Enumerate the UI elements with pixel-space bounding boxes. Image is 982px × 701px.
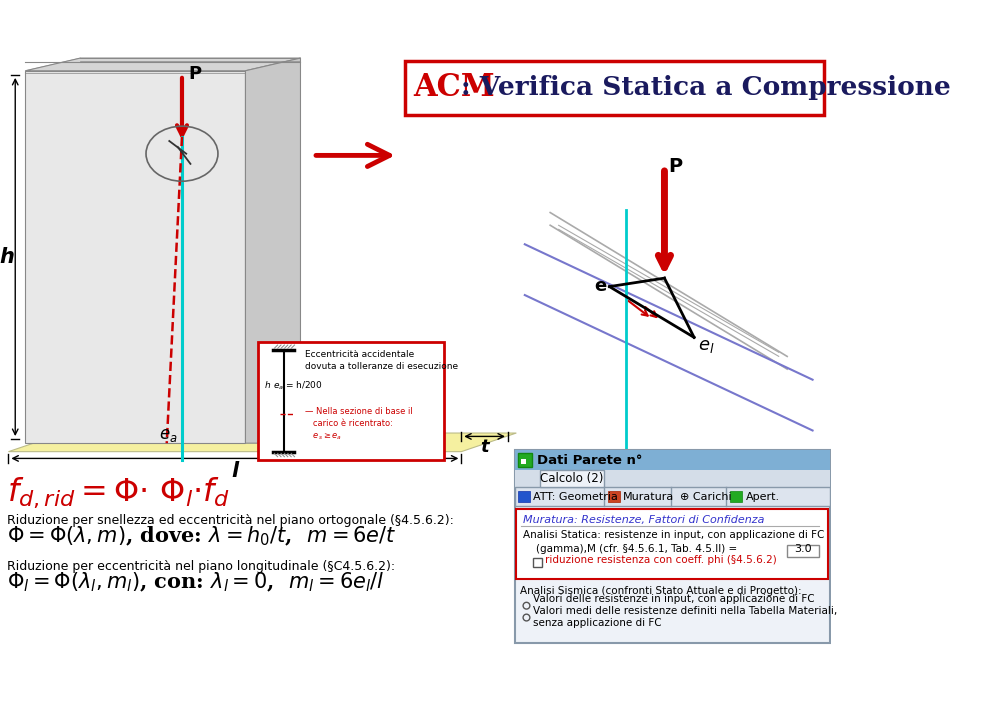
Bar bbox=[515, 470, 830, 487]
Polygon shape bbox=[9, 433, 517, 451]
Text: riduzione resistenza con coeff. phi (§4.5.6.2): riduzione resistenza con coeff. phi (§4.… bbox=[545, 555, 777, 566]
Text: Muratura: Resistenze, Fattori di Confidenza: Muratura: Resistenze, Fattori di Confide… bbox=[523, 515, 765, 525]
Bar bbox=[608, 491, 620, 503]
Polygon shape bbox=[26, 71, 246, 443]
Text: P: P bbox=[669, 157, 682, 177]
Text: $e_a$: $e_a$ bbox=[159, 426, 178, 444]
Bar bbox=[520, 459, 525, 464]
Text: senza applicazione di FC: senza applicazione di FC bbox=[533, 618, 662, 628]
Text: $\Phi_l=\Phi(\lambda_l,m_l)$, con: $\lambda_l=0$,  $m_l=6e_l/l$: $\Phi_l=\Phi(\lambda_l,m_l)$, con: $\lam… bbox=[7, 571, 384, 594]
Text: Valori medi delle resistenze definiti nella Tabella Materiali,: Valori medi delle resistenze definiti ne… bbox=[533, 606, 838, 616]
Bar bbox=[788, 545, 819, 557]
Text: $e_l$: $e_l$ bbox=[698, 337, 715, 355]
Text: : Verifica Statica a Compressione: : Verifica Statica a Compressione bbox=[462, 75, 951, 100]
Text: — Nella sezione di base il: — Nella sezione di base il bbox=[304, 407, 412, 416]
Text: $e_s \geq e_a$: $e_s \geq e_a$ bbox=[304, 432, 342, 442]
FancyBboxPatch shape bbox=[258, 341, 445, 460]
Text: Dati Parete n°: Dati Parete n° bbox=[536, 454, 642, 467]
Text: Analisi Sismica (confronti Stato Attuale e di Progetto):: Analisi Sismica (confronti Stato Attuale… bbox=[519, 586, 801, 596]
Text: h: h bbox=[265, 381, 271, 390]
Bar bbox=[515, 450, 830, 470]
Text: ⊕ Carichi: ⊕ Carichi bbox=[680, 491, 732, 501]
FancyBboxPatch shape bbox=[405, 60, 825, 115]
Bar bbox=[515, 487, 830, 506]
Bar bbox=[533, 558, 542, 567]
Text: Muratura: Muratura bbox=[623, 491, 675, 501]
Text: Analisi Statica: resistenze in input, con applicazione di FC: Analisi Statica: resistenze in input, co… bbox=[523, 530, 825, 540]
Text: t: t bbox=[480, 438, 488, 456]
Text: h: h bbox=[0, 247, 14, 267]
Bar bbox=[518, 454, 531, 467]
Text: ACM: ACM bbox=[413, 72, 495, 103]
Text: $f_{d,rid} = \Phi{\cdot}\ \Phi_l{\cdot}f_d$: $f_{d,rid} = \Phi{\cdot}\ \Phi_l{\cdot}f… bbox=[7, 475, 230, 510]
Polygon shape bbox=[246, 58, 300, 443]
Text: e: e bbox=[594, 277, 607, 295]
Text: dovuta a tolleranze di esecuzione: dovuta a tolleranze di esecuzione bbox=[304, 362, 458, 371]
Text: carico è ricentrato:: carico è ricentrato: bbox=[304, 419, 393, 428]
Text: Riduzione per snellezza ed eccentricità nel piano ortogonale (§4.5.6.2):: Riduzione per snellezza ed eccentricità … bbox=[7, 514, 454, 526]
Text: 3.0: 3.0 bbox=[794, 543, 812, 554]
Polygon shape bbox=[26, 58, 300, 71]
Text: $\Phi=\Phi(\lambda,m)$, dove: $\lambda=h_0/t$,  $m=6e/t$: $\Phi=\Phi(\lambda,m)$, dove: $\lambda=h… bbox=[7, 524, 397, 548]
Text: l: l bbox=[232, 461, 239, 481]
Text: Riduzione per eccentricità nel piano longitudinale (§C4.5.6.2):: Riduzione per eccentricità nel piano lon… bbox=[7, 560, 395, 573]
Bar bbox=[731, 491, 742, 503]
Text: Calcolo (2): Calcolo (2) bbox=[540, 472, 604, 485]
Text: (gamma),M (cfr. §4.5.6.1, Tab. 4.5.II) =: (gamma),M (cfr. §4.5.6.1, Tab. 4.5.II) = bbox=[523, 543, 737, 554]
Text: Eccentricità accidentale: Eccentricità accidentale bbox=[304, 350, 414, 359]
FancyBboxPatch shape bbox=[515, 450, 830, 643]
Bar bbox=[518, 491, 530, 503]
Text: Valori delle resistenze in input, con applicazione di FC: Valori delle resistenze in input, con ap… bbox=[533, 594, 815, 604]
Text: P: P bbox=[188, 65, 201, 83]
Text: ATT: Geometria: ATT: Geometria bbox=[533, 491, 618, 501]
Text: $e_a$ = h/200: $e_a$ = h/200 bbox=[273, 379, 323, 392]
Bar bbox=[540, 470, 604, 487]
Text: Apert.: Apert. bbox=[745, 491, 780, 501]
FancyBboxPatch shape bbox=[517, 509, 828, 578]
